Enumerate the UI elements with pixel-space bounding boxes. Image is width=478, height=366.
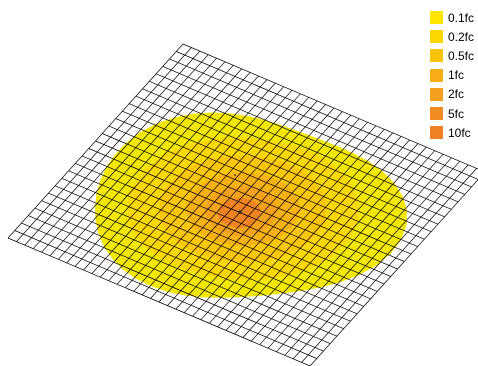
legend-item: 2fc [430,85,474,104]
grid-line-v [162,66,465,195]
grid-line-v [14,230,317,359]
grid-line-v [102,133,405,262]
grid-line-v [142,88,445,218]
legend-label: 2fc [448,87,465,102]
grid-line-v [21,222,324,352]
grid-line-v [169,58,472,188]
grid-line-v [48,192,351,322]
grid-line-v [176,51,478,180]
legend-swatch [430,87,443,101]
legend-swatch [430,11,443,25]
fixture-point-center [238,210,242,214]
grid-line-v [7,237,311,366]
legend-item: 10fc [430,123,474,142]
legend-label: 0.2fc [448,29,475,44]
grid-line-v [135,95,439,225]
grid-line-v [122,110,425,240]
grid-line-v [129,103,432,233]
grid-line-v [34,207,338,337]
floor-grid [7,43,478,366]
legend-label: 1fc [448,68,465,83]
legend-label: 10fc [448,125,471,140]
grid-line-v [155,73,459,203]
legend-swatch [430,30,443,44]
legend-label: 0.5fc [448,48,475,63]
grid-line-v [68,170,371,300]
legend-item: 5fc [430,104,474,123]
grid-line-v [108,125,412,255]
legend-label: 0.1fc [448,10,475,25]
grid-line-v [28,215,331,344]
legend-swatch [430,49,443,63]
grid-line-v [182,43,478,170]
grid-line-v [95,140,398,270]
legend-item: 1fc [430,66,474,85]
legend-label: 5fc [448,106,465,121]
grid-line-v [61,177,364,307]
legend: 0.1fc 0.2fc 0.5fc 1fc 2fc 5fc 10fc [430,8,474,142]
grid-line-v [149,80,452,210]
legend-item: 0.2fc [430,27,474,46]
legend-swatch [430,68,443,82]
grid-line-v [41,200,344,330]
legend-swatch [430,107,443,121]
grid-line-v [115,118,418,247]
legend-item: 0.1fc [430,8,474,27]
grid-line-v [75,163,378,292]
fixture-point-upper [234,174,236,176]
legend-swatch [430,126,443,140]
grid-line-v [54,185,358,315]
grid-line-v [81,155,385,285]
fixture-marks [234,174,242,214]
legend-item: 0.5fc [430,46,474,65]
